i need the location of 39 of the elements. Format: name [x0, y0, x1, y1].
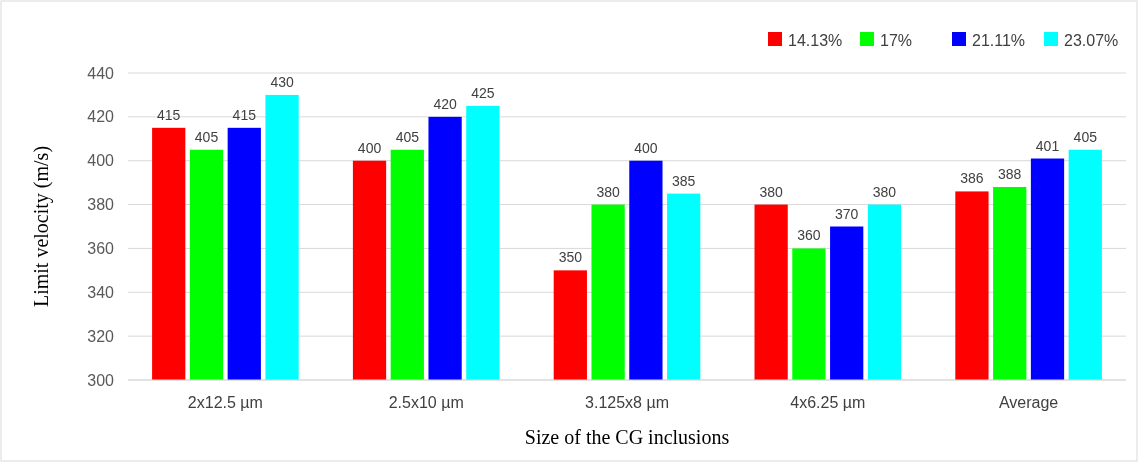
legend-label: 17%	[880, 31, 913, 49]
data-label: 350	[558, 249, 583, 266]
data-label: 420	[433, 95, 457, 112]
data-label: 385	[671, 172, 696, 189]
y-tick-label: 380	[87, 196, 115, 214]
data-label: 400	[357, 139, 382, 156]
legend-label: 21.11%	[972, 31, 1026, 49]
data-label: 415	[232, 106, 257, 123]
x-tick-label: 4x6.25 µm	[790, 394, 866, 411]
data-label: 400	[634, 139, 658, 156]
data-label: 405	[194, 128, 219, 145]
x-tick-label: 2.5x10 µm	[388, 394, 464, 411]
data-label: 405	[1073, 128, 1098, 145]
y-tick-label: 400	[87, 152, 115, 170]
data-label: 415	[157, 106, 181, 123]
legend-label: 23.07%	[1064, 31, 1119, 49]
x-tick-label: 3.125x8 µm	[585, 394, 669, 411]
y-tick-label: 340	[87, 283, 115, 301]
y-tick-label: 300	[87, 371, 115, 389]
x-axis-title: Size of the CG inclusions	[524, 426, 730, 448]
data-label: 405	[395, 128, 420, 145]
data-label: 425	[471, 84, 495, 101]
data-label: 380	[596, 183, 620, 200]
y-tick-label: 320	[87, 327, 115, 345]
data-label: 370	[835, 205, 859, 222]
data-label: 430	[270, 73, 294, 90]
data-label: 380	[759, 183, 784, 200]
data-label: 380	[872, 183, 897, 200]
x-tick-label: Average	[998, 394, 1059, 411]
data-label: 388	[998, 166, 1022, 183]
y-tick-label: 360	[87, 240, 115, 258]
x-tick-label: 2x12.5 µm	[187, 394, 263, 411]
data-label: 360	[797, 227, 821, 244]
y-tick-label: 440	[87, 64, 115, 82]
legend-label: 14.13%	[788, 31, 843, 49]
data-label: 386	[960, 170, 984, 187]
data-label: 401	[1035, 137, 1060, 154]
y-tick-label: 420	[87, 108, 115, 126]
y-axis-title: Limit velocity (m/s)	[30, 145, 53, 308]
